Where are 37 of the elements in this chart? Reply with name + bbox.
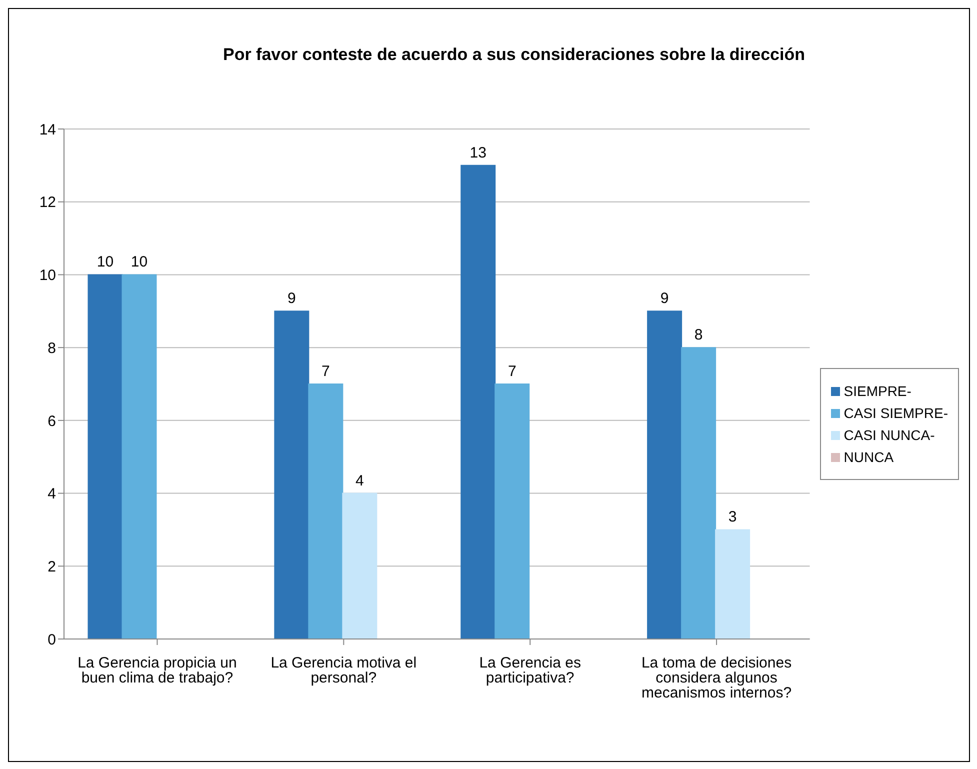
data-label: 7 [508,363,516,380]
x-tick-label: La Gerencia propicia un buen clima de trabajo? [78,654,237,687]
data-label: 13 [470,144,486,162]
bar [681,347,716,639]
bar [88,274,123,639]
bar [122,274,157,639]
y-tick-label: 14 [39,121,56,138]
data-label: 9 [660,290,669,308]
x-tick-label: La toma de decisiones considera algunos mecanismos internos? [641,654,792,702]
data-label: 9 [288,290,296,308]
legend-label: CASI NUNCA- [844,427,935,443]
data-label: 3 [728,508,737,526]
legend-label: CASI SIEMPRE- [844,405,948,421]
y-tick-label: 0 [48,631,56,648]
y-tick-label: 2 [48,558,56,576]
bar [647,310,682,639]
x-tick-label: La Gerencia es participativa? [479,654,581,687]
data-label: 8 [694,326,703,344]
bar [715,529,750,639]
y-tick-label: 8 [48,340,56,357]
data-label: 4 [356,472,364,490]
bar [308,384,344,639]
chart-title: Por favor conteste de acuerdo a sus consideraciones sobre la dirección [222,45,806,65]
bar [494,384,530,639]
x-tick-label: La Gerencia motiva el personal? [270,654,417,687]
legend-label: SIEMPRE- [844,383,912,399]
bar [342,492,378,639]
data-label: 10 [96,254,114,271]
data-label: 7 [322,363,330,380]
bar [460,164,496,639]
bar [274,310,310,639]
legend-label: NUNCA [844,449,894,465]
y-tick-label: 6 [48,412,56,430]
y-tick-label: 4 [48,486,56,503]
y-tick-label: 10 [39,267,56,284]
data-label: 10 [130,254,148,271]
y-tick-label: 12 [39,194,56,212]
